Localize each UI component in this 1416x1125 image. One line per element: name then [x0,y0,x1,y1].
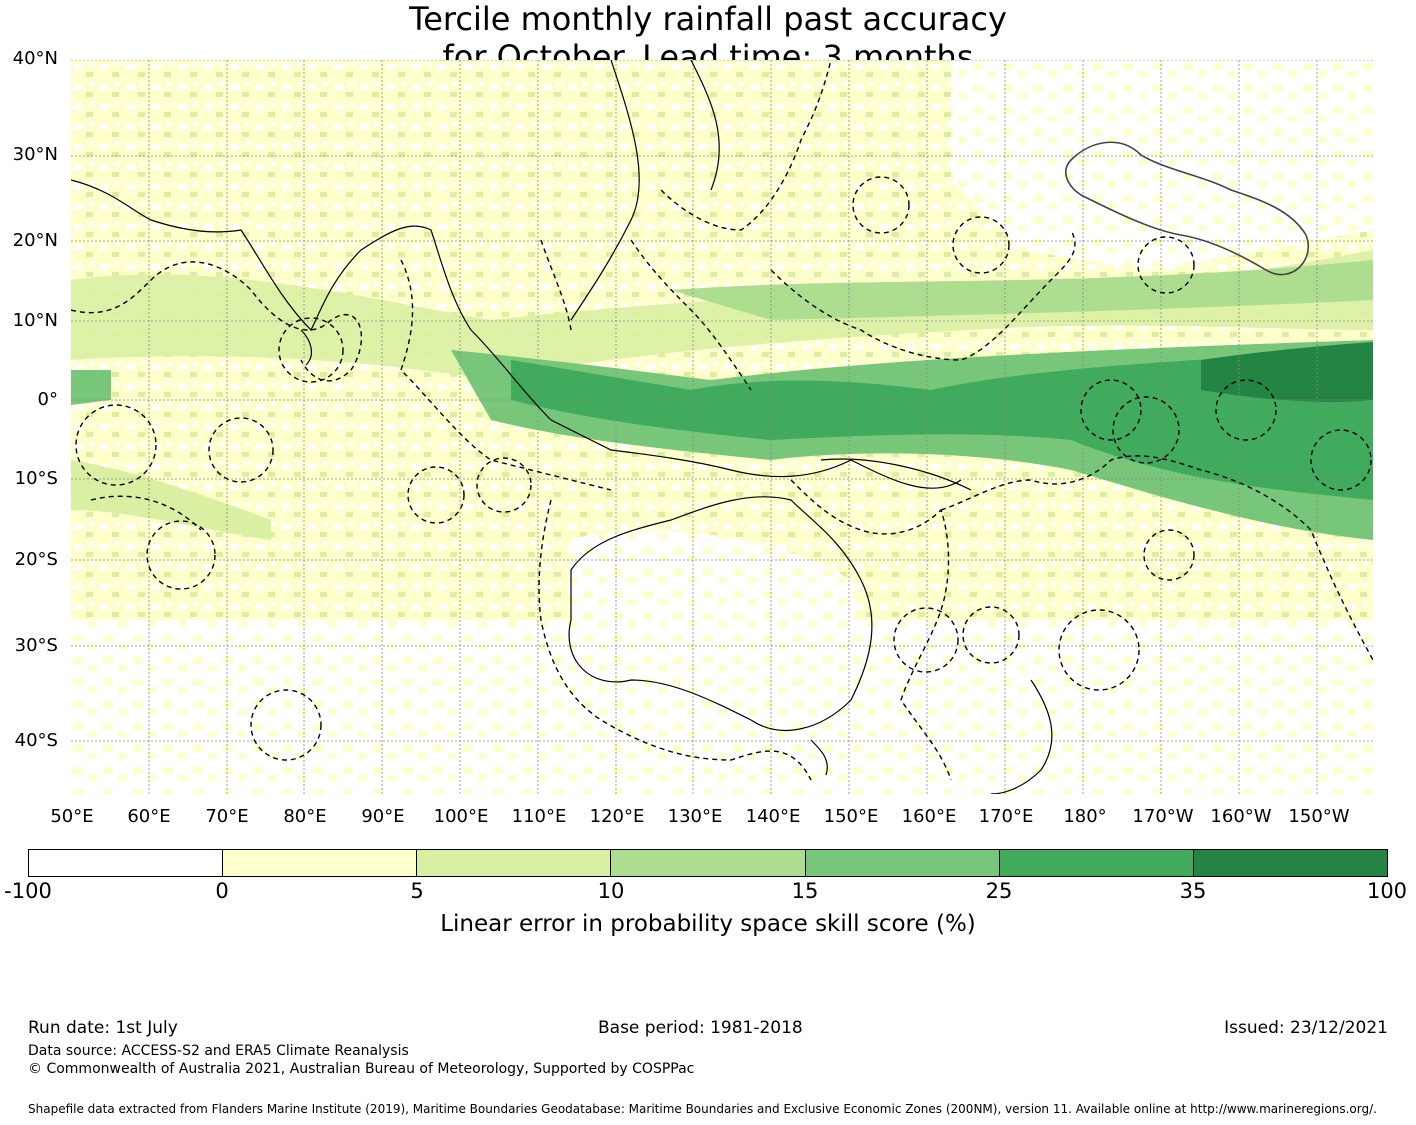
eez-circle-lord-howe [962,606,1020,664]
eez-circle-chagos [208,417,274,483]
lon-label-90e: 90°E [361,806,405,827]
map-canvas [71,60,1373,794]
colorbar-tick: 35 [1179,879,1207,903]
lat-label-30n: 30°N [12,144,58,165]
eez-circle-marquesas [1310,429,1372,491]
eez-circle-tokelau [1080,379,1142,441]
issued-date: Issued: 23/12/2021 [1224,1018,1388,1038]
colorbar-segment [1193,850,1387,876]
lon-label-70e: 70°E [205,806,249,827]
eez-circle-marcus [852,176,910,234]
colorbar-segment [417,850,612,876]
coastline-new-zealand [990,679,1053,794]
map-title-line-1: Tercile monthly rainfall past accuracy [409,0,1007,38]
colorbar-tick: 0 [215,879,229,903]
eez-circle-mauritius [146,520,216,590]
skill-band-south-indian [71,460,271,540]
copyright: © Commonwealth of Australia 2021, Austra… [28,1061,695,1077]
eez-japan-east [660,60,832,231]
lon-label-110e: 110°E [511,806,567,827]
lon-label-130e: 130°E [667,806,723,827]
eez-australia-west-south [538,499,812,781]
lon-label-160w: 160°W [1210,806,1272,827]
base-period: Base period: 1981-2018 [598,1018,803,1038]
eez-south-pacific [940,455,1373,661]
colorbar-segment [29,850,224,876]
lat-label-40n: 40°N [12,48,58,69]
shapefile-credit: Shapefile data extracted from Flanders M… [28,1102,1377,1116]
lon-label-50e: 50°E [50,806,94,827]
lon-label-170w: 170°W [1132,806,1194,827]
eez-hawaii [1065,141,1309,276]
lon-label-150e: 150°E [823,806,879,827]
lon-label-120e: 120°E [589,806,645,827]
coastline-sri-lanka [300,329,313,366]
lon-label-170e: 170°E [978,806,1034,827]
skill-band-north-pacific-15 [671,260,1373,320]
colorbar-tick: 25 [985,879,1013,903]
lon-label-160e: 160°E [901,806,957,827]
coastline-japan [690,60,720,191]
lat-label-10n: 10°N [12,310,58,331]
lat-label-40s: 40°S [14,730,58,751]
lon-label-60e: 60°E [127,806,171,827]
coastline-australia [568,496,873,731]
skill-band-core-100 [1201,342,1373,402]
lon-label-140e: 140°E [745,806,801,827]
skill-score-map [71,60,1373,794]
lat-label-10s: 10°S [14,468,58,489]
eez-circle-sri-lanka [278,317,344,383]
run-date: Run date: 1st July [28,1018,178,1038]
eez-south-china-sea [540,239,572,331]
colorbar-tick: 15 [791,879,819,903]
eez-australia-east [790,479,952,781]
coastline-maritime-se-asia [470,329,962,489]
eez-andaman [400,259,612,491]
colorbar-tick: 100 [1366,879,1408,903]
colorbar-tick: -100 [4,879,52,903]
eez-boundaries [71,60,1373,781]
eez-circle-christmas [476,457,532,513]
eez-circle-heard [250,689,322,761]
colorbar-segment [223,850,418,876]
eez-circle-johnston [1137,236,1195,294]
eez-indian-ocean-north [71,261,363,382]
colorbar-label: Linear error in probability space skill … [440,911,976,937]
eez-circle-kermadec [1058,609,1140,691]
coastline-east-asia [570,60,640,321]
eez-circle-niue [1143,529,1195,581]
map-gridlines [71,60,1373,794]
lat-label-30s: 30°S [14,635,58,656]
eez-madagascar [90,495,202,531]
lat-label-20s: 20°S [14,549,58,570]
coastline-south-asia [71,179,472,332]
lon-label-80e: 80°E [283,806,327,827]
lon-label-100e: 100°E [433,806,489,827]
lon-label-150w: 150°W [1288,806,1350,827]
skill-band-equatorial-35 [511,350,1373,500]
eez-circle-wake [952,216,1010,274]
colorbar-tick: 10 [597,879,625,903]
eez-philippines [630,239,752,391]
colorbar [28,849,1388,877]
lat-label-0: 0° [37,389,58,410]
coastline-new-guinea [820,458,972,491]
eez-circle-phoenix [1112,396,1180,464]
skill-field-australia [567,530,856,710]
skill-patch-arabian-sea [71,370,111,405]
eez-circle-norfolk [893,607,959,673]
data-source: Data source: ACCESS-S2 and ERA5 Climate … [28,1043,409,1059]
colorbar-segment [805,850,1000,876]
colorbar-tick: 5 [410,879,424,903]
eez-circle-seychelles [75,404,157,486]
eez-circle-line-islands [1215,379,1277,441]
coastlines [71,60,1053,794]
colorbar-segment [999,850,1194,876]
coastline-tasmania [810,739,828,776]
skill-band-moderate [71,250,1373,380]
lat-label-20n: 20°N [12,230,58,251]
eez-circle-cocos [407,466,465,524]
colorbar-segment [611,850,806,876]
lon-label-180: 180° [1063,806,1107,827]
